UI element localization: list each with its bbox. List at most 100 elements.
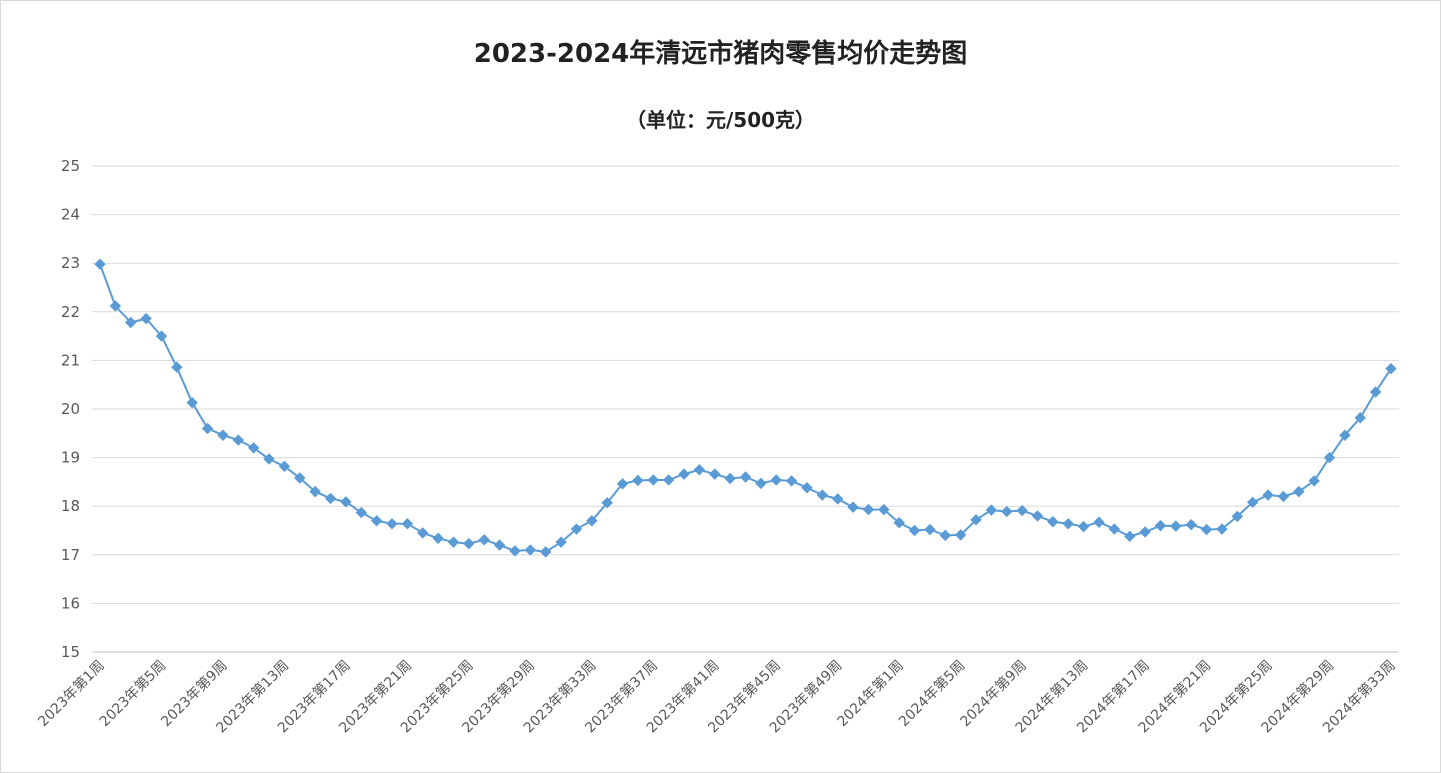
data-point <box>755 477 767 490</box>
data-point <box>954 529 967 541</box>
data-point <box>294 472 306 484</box>
data-point <box>463 537 475 550</box>
y-tick-label-21: 21 <box>61 351 80 369</box>
y-tick-label-17: 17 <box>61 546 80 564</box>
data-point <box>924 523 936 536</box>
data-point <box>524 544 537 556</box>
data-point <box>586 515 598 527</box>
data-point <box>832 493 844 505</box>
data-point <box>709 468 721 480</box>
data-point <box>878 503 890 516</box>
data-point <box>1062 517 1074 530</box>
data-point <box>770 474 782 486</box>
data-point <box>939 529 952 542</box>
y-tick-label-23: 23 <box>61 254 80 272</box>
y-tick-label-18: 18 <box>61 497 80 515</box>
data-point <box>340 496 352 508</box>
y-tick-label-24: 24 <box>61 206 80 224</box>
y-tick-label-15: 15 <box>61 643 80 661</box>
y-tick-label-16: 16 <box>61 594 80 612</box>
data-point <box>862 503 875 516</box>
data-point <box>386 517 398 530</box>
data-point <box>570 523 583 535</box>
data-point <box>555 536 567 548</box>
data-point <box>1047 516 1059 528</box>
data-point <box>1339 429 1351 441</box>
data-point <box>1231 510 1244 523</box>
data-point <box>1170 520 1182 532</box>
data-point <box>601 497 613 509</box>
data-point <box>509 545 521 557</box>
data-point <box>539 546 552 558</box>
y-tick-label-19: 19 <box>61 449 80 467</box>
data-point <box>908 524 921 537</box>
y-axis-labels: 15 16 17 18 19 20 21 22 23 24 25 <box>61 157 80 661</box>
chart-title: 2023-2024年清远市猪肉零售均价走势图 <box>473 39 968 69</box>
data-point <box>693 464 706 476</box>
data-point <box>724 472 736 485</box>
data-point <box>263 453 275 465</box>
data-point <box>171 361 183 373</box>
data-point <box>1016 504 1028 517</box>
data-point <box>125 316 137 329</box>
data-point <box>232 434 245 446</box>
data-point <box>1031 510 1044 522</box>
data-point <box>1262 489 1274 501</box>
data-point <box>1093 516 1105 528</box>
y-tick-label-25: 25 <box>61 157 80 175</box>
data-point <box>355 506 367 519</box>
data-point <box>1108 523 1121 535</box>
data-point <box>1124 530 1136 543</box>
data-point <box>417 527 429 539</box>
series-markers <box>94 258 1397 558</box>
data-point <box>970 514 982 526</box>
data-point <box>140 312 152 325</box>
data-point <box>847 501 859 513</box>
series-line-0 <box>99 263 1392 553</box>
chart-subtitle: （单位：元/500克） <box>625 108 816 132</box>
data-point <box>155 330 168 342</box>
data-point <box>893 517 905 529</box>
gridlines <box>92 165 1399 653</box>
y-tick-label-22: 22 <box>61 303 80 321</box>
data-point <box>1154 519 1167 532</box>
data-point <box>478 534 490 546</box>
data-point <box>1001 505 1013 518</box>
data-point <box>1293 485 1305 498</box>
data-point <box>647 474 659 486</box>
y-tick-label-20: 20 <box>61 400 80 418</box>
data-point <box>94 258 106 270</box>
data-point <box>1354 412 1366 424</box>
data-point <box>1277 490 1290 503</box>
data-point <box>662 474 675 486</box>
data-point <box>401 517 414 530</box>
data-point <box>801 482 813 494</box>
data-point <box>1216 523 1228 535</box>
x-axis-labels: 2023年第1周2023年第5周2023年第9周2023年第13周2023年第1… <box>35 657 1399 737</box>
data-point <box>109 300 122 312</box>
data-point <box>632 474 644 487</box>
data-point <box>1308 475 1320 487</box>
data-point <box>247 442 260 454</box>
data-point <box>1185 518 1197 531</box>
data-point <box>1077 520 1090 533</box>
data-point <box>616 478 629 490</box>
data-point <box>432 532 444 544</box>
data-point <box>1385 362 1397 375</box>
data-point <box>201 422 214 435</box>
data-point <box>370 515 383 527</box>
data-point <box>278 460 291 473</box>
data-point <box>1369 386 1382 398</box>
data-point <box>785 475 798 487</box>
data-point <box>1200 523 1213 536</box>
data-point <box>493 539 506 551</box>
data-point <box>1246 496 1259 509</box>
data-point <box>324 492 337 505</box>
data-point <box>447 536 460 548</box>
data-point <box>985 504 998 516</box>
data-point <box>739 471 752 483</box>
series-line <box>99 263 1392 553</box>
data-point <box>1139 526 1151 538</box>
